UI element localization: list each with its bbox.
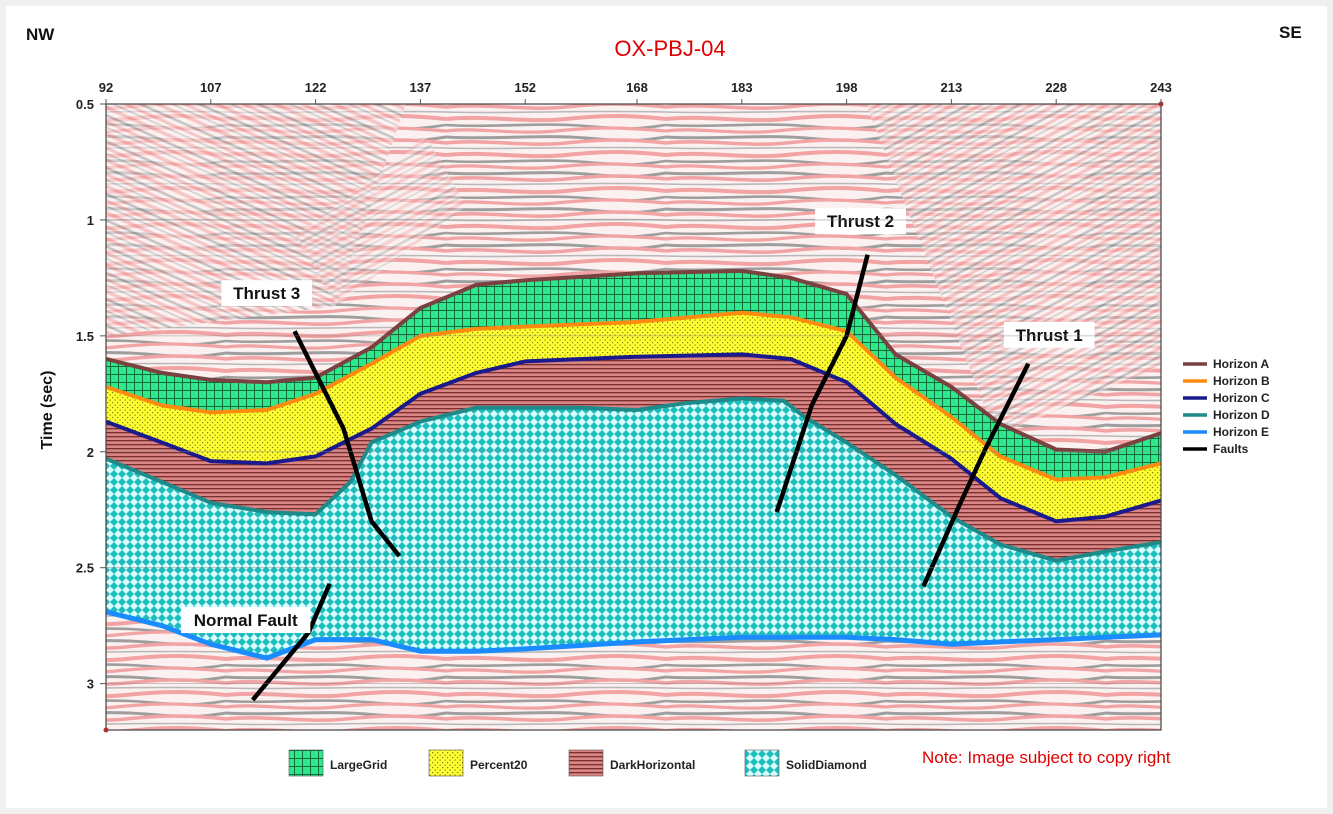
y-axis-label: Time (sec): [39, 371, 56, 450]
y-tick-label: 1.5: [76, 329, 94, 344]
fault-label-box: [815, 208, 906, 235]
horizon-line-horizon-b: [106, 310, 1161, 482]
chart-frame: NW SE OX-PBJ-04 Thrust 3 Thrust 2 Thrust 1…: [6, 6, 1327, 808]
fault-line-thrust-1: [921, 362, 1031, 588]
fill-legend-swatch: [288, 749, 324, 777]
fill-soliddiamond: [106, 398, 1161, 659]
fault-line-thrust-2: [774, 254, 870, 513]
horizon-line-horizon-d: [106, 396, 1161, 563]
fill-legend-item-soliddiamond: SolidDiamond: [744, 749, 867, 777]
fault-label-thrust-1: Thrust 1: [1003, 321, 1095, 348]
legend-label: Horizon B: [1213, 374, 1270, 388]
x-tick-label: 152: [514, 80, 536, 95]
x-tick-label: 122: [305, 80, 327, 95]
fill-legend-label: DarkHorizontal: [610, 758, 695, 772]
fault-line-thrust-3: [292, 330, 402, 558]
y-tick-label: 2.5: [76, 561, 94, 576]
y-tick-label: 3: [87, 677, 94, 692]
legend-item-horizon-b: Horizon B: [1183, 374, 1270, 388]
chart-title: OX-PBJ-04: [614, 36, 725, 61]
fill-largegrid: [106, 270, 1161, 480]
fill-legend-item-largegrid: LargeGrid: [288, 749, 387, 777]
fill-legend-item-darkhorizontal: DarkHorizontal: [568, 749, 695, 777]
y-tick-label: 2: [87, 445, 94, 460]
copyright-note: Note: Image subject to copy right: [922, 748, 1171, 767]
x-tick-label: 183: [731, 80, 753, 95]
legend-label: Horizon D: [1213, 408, 1270, 422]
fault-labels: Thrust 3 Thrust 2 Thrust 1 Normal Fault: [181, 208, 1095, 634]
x-tick-label: 198: [836, 80, 858, 95]
fill-legend-swatch: [428, 749, 464, 777]
corner-right-label: SE: [1279, 23, 1302, 42]
legend-item-horizon-d: Horizon D: [1183, 408, 1270, 422]
x-tick-label: 137: [410, 80, 432, 95]
fill-legend-swatch: [568, 749, 604, 777]
fault-label-box: [221, 280, 313, 307]
seismic-chart: NW SE OX-PBJ-04 Thrust 3 Thrust 2 Thrust 1…: [26, 23, 1302, 777]
legend-label: Horizon C: [1213, 391, 1270, 405]
x-tick-label: 107: [200, 80, 222, 95]
x-tick-label: 168: [626, 80, 648, 95]
x-axis-ticks: 92 107 122 137 152 168 183 198 213 228 243: [99, 80, 1172, 104]
legend-label: Faults: [1213, 442, 1249, 456]
y-axis-ticks: 0.5 1 1.5 2 2.5 3: [76, 97, 1161, 692]
fill-legend-swatch: [744, 749, 780, 777]
x-tick-label: 213: [941, 80, 963, 95]
fault-label-box: [181, 607, 311, 634]
legend-item-horizon-e: Horizon E: [1183, 425, 1269, 439]
fault-label-text: Thrust 1: [1016, 326, 1083, 345]
corner-left-label: NW: [26, 25, 55, 44]
legend-label: Horizon A: [1213, 357, 1270, 371]
fill-legend-item-percent20: Percent20: [428, 749, 528, 777]
horizon-line-horizon-e: [106, 609, 1161, 661]
x-tick-label: 243: [1150, 80, 1172, 95]
legend-label: Horizon E: [1213, 425, 1269, 439]
fault-label-thrust-2: Thrust 2: [815, 208, 906, 235]
legend-item-horizon-a: Horizon A: [1183, 357, 1270, 371]
legend-item-faults: Faults: [1183, 442, 1249, 456]
frame-corner-marker: [103, 727, 109, 733]
horizon-legend: Horizon A Horizon B Horizon C Horizon D Hori…: [1183, 357, 1270, 456]
fill-legend: LargeGrid Percent20 DarkHorizontal SolidDia…: [288, 749, 867, 777]
fault-label-thrust-3: Thrust 3: [221, 280, 313, 307]
legend-item-horizon-c: Horizon C: [1183, 391, 1270, 405]
x-tick-label: 92: [99, 80, 113, 95]
fill-legend-label: SolidDiamond: [786, 758, 867, 772]
fill-legend-label: Percent20: [470, 758, 528, 772]
fault-label-box: [1003, 321, 1095, 348]
fault-label-text: Normal Fault: [194, 611, 298, 630]
y-tick-label: 0.5: [76, 97, 94, 112]
horizon-line-horizon-c: [106, 352, 1161, 524]
fill-legend-label: LargeGrid: [330, 758, 387, 772]
y-tick-label: 1: [87, 213, 94, 228]
fault-label-text: Thrust 3: [233, 284, 300, 303]
fault-label-normal-fault: Normal Fault: [181, 607, 311, 634]
x-tick-label: 228: [1045, 80, 1067, 95]
plot-frame: [105, 103, 1162, 731]
fault-label-text: Thrust 2: [827, 212, 894, 231]
